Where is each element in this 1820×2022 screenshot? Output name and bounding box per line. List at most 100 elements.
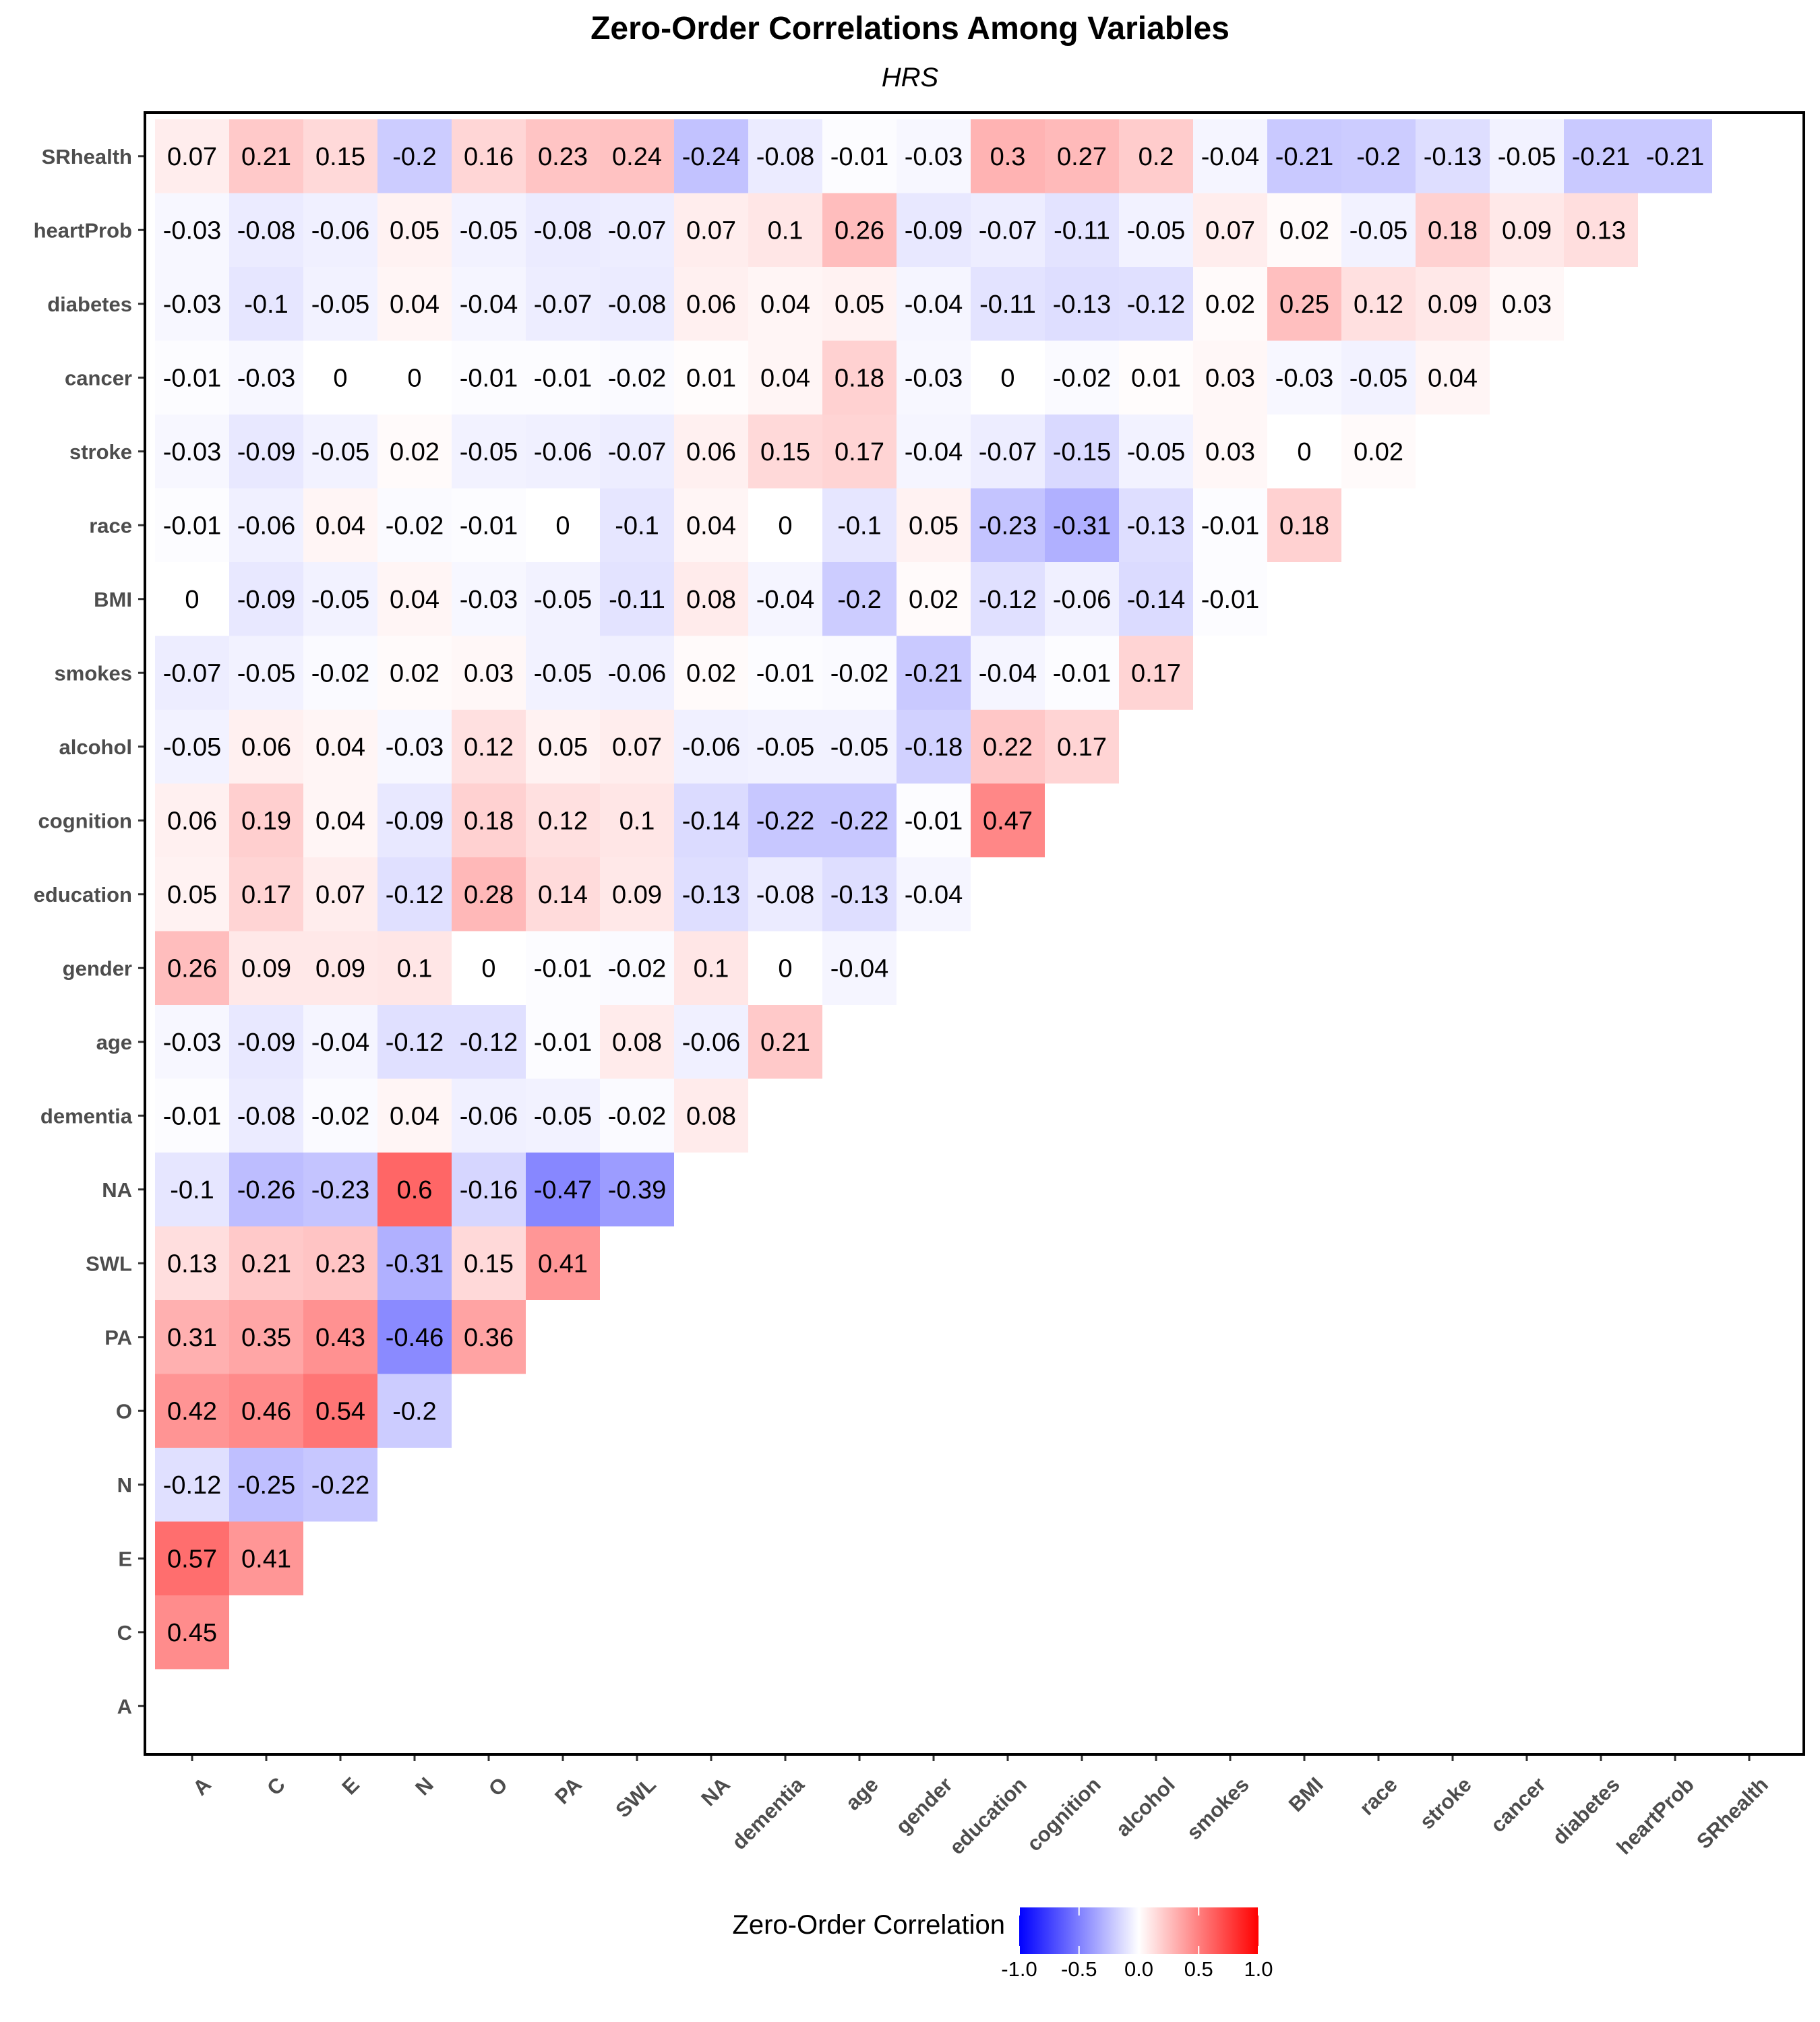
heatmap-cell-heartProb-education (971, 193, 1045, 267)
heatmap-cell-heartProb-NA (674, 193, 748, 267)
heatmap-cell-gender-N (377, 931, 452, 1005)
heatmap-cell-cognition-O (452, 783, 526, 857)
y-tick-label-race: race (89, 514, 132, 537)
heatmap-cell-cancer-SWL (600, 340, 674, 415)
y-tick-label-N: N (117, 1473, 132, 1497)
cell-value-label: -0.01 (1201, 586, 1260, 614)
cell-value-label: 0.03 (1205, 438, 1255, 466)
cell-value-label: -0.08 (608, 290, 667, 319)
cell-value-label: 0.26 (167, 954, 217, 983)
cell-value-label: 0.04 (390, 290, 439, 319)
cell-value-label: 0.23 (538, 143, 588, 171)
y-tick-label-O: O (116, 1399, 132, 1423)
cell-value-label: 0.04 (315, 512, 365, 540)
heatmap-cell-stroke-BMI (1267, 415, 1341, 489)
heatmap-cell-smokes-PA (526, 636, 600, 710)
cell-value-label: -0.03 (163, 290, 222, 319)
heatmap-cell-SRhealth-E (303, 119, 377, 193)
heatmap-cell-race-C (229, 488, 303, 562)
heatmap-cell-heartProb-stroke (1416, 193, 1490, 267)
heatmap-cell-PA-E (303, 1300, 377, 1374)
heatmap-cell-heartProb-cancer (1490, 193, 1564, 267)
x-tick-label-NA: NA (696, 1773, 734, 1810)
cell-value-label: -0.12 (460, 1029, 518, 1057)
heatmap-cell-alcohol-age (822, 710, 897, 784)
cell-value-label: -0.26 (237, 1176, 296, 1204)
cell-value-label: 0.07 (315, 881, 365, 909)
cell-value-label: 0.1 (768, 216, 803, 245)
cell-value-label: -0.31 (386, 1250, 444, 1278)
cell-value-label: -0.01 (163, 1102, 222, 1130)
cell-value-label: 0.21 (241, 1250, 291, 1278)
cell-value-label: 0.08 (686, 586, 736, 614)
heatmap-cell-smokes-dementia (748, 636, 822, 710)
heatmap-cell-PA-N (377, 1300, 452, 1374)
heatmap-cell-cancer-education (971, 340, 1045, 415)
cell-value-label: -0.05 (311, 290, 370, 319)
heatmap-cell-N-C (229, 1448, 303, 1522)
y-tick-label-education: education (34, 883, 132, 907)
cell-value-label: -0.01 (534, 1029, 593, 1057)
cell-value-label: 0.17 (835, 438, 884, 466)
cell-value-label: 0.15 (760, 438, 810, 466)
cell-value-label: -0.03 (905, 364, 963, 392)
heatmap-cell-O-C (229, 1374, 303, 1448)
heatmap-cell-SRhealth-gender (897, 119, 971, 193)
cell-value-label: 0.13 (1576, 216, 1626, 245)
heatmap-cell-SRhealth-A (155, 119, 229, 193)
cell-value-label: -0.06 (608, 659, 667, 687)
cell-value-label: -0.08 (756, 143, 815, 171)
heatmap-cell-race-smokes (1193, 488, 1267, 562)
cell-value-label: 0.08 (612, 1029, 662, 1057)
cell-value-label: -0.21 (1646, 143, 1705, 171)
cell-value-label: 0 (555, 512, 570, 540)
heatmap-cell-heartProb-O (452, 193, 526, 267)
heatmap-cell-cancer-alcohol (1119, 340, 1193, 415)
cell-value-label: -0.01 (534, 364, 593, 392)
heatmap-cell-stroke-O (452, 415, 526, 489)
cell-value-label: -0.05 (1349, 364, 1408, 392)
cell-value-label: 0.12 (538, 807, 588, 835)
y-tick-label-heartProb: heartProb (34, 218, 132, 242)
y-tick-label-SRhealth: SRhealth (42, 145, 132, 168)
cell-value-label: -0.18 (905, 733, 963, 762)
heatmap-cell-NA-SWL (600, 1153, 674, 1227)
cell-value-label: 0.46 (241, 1397, 291, 1426)
heatmap-cell-PA-O (452, 1300, 526, 1374)
cell-value-label: 0.15 (464, 1250, 514, 1278)
cell-value-label: -0.2 (1356, 143, 1400, 171)
heatmap-cell-heartProb-diabetes (1564, 193, 1638, 267)
cell-value-label: 0.02 (686, 659, 736, 687)
heatmap-cell-smokes-SWL (600, 636, 674, 710)
heatmap-cell-gender-NA (674, 931, 748, 1005)
heatmap-cell-gender-E (303, 931, 377, 1005)
heatmap-cell-education-NA (674, 857, 748, 931)
heatmap-cell-heartProb-race (1341, 193, 1416, 267)
heatmap-cell-O-N (377, 1374, 452, 1448)
y-tick-label-NA: NA (102, 1178, 132, 1202)
heatmap-cell-dementia-A (155, 1078, 229, 1153)
cell-value-label: 0.02 (390, 659, 439, 687)
cell-value-label: -0.11 (979, 290, 1036, 319)
heatmap-cell-dementia-NA (674, 1078, 748, 1153)
heatmap-cell-PA-A (155, 1300, 229, 1374)
heatmap-cell-SWL-O (452, 1226, 526, 1300)
x-tick-label-smokes: smokes (1182, 1773, 1253, 1844)
cell-value-label: -0.02 (311, 1102, 370, 1130)
heatmap-cell-SRhealth-O (452, 119, 526, 193)
cell-value-label: -0.04 (905, 438, 963, 466)
heatmap-cell-heartProb-PA (526, 193, 600, 267)
cell-value-label: -0.03 (163, 216, 222, 245)
heatmap-cell-age-A (155, 1005, 229, 1079)
heatmap-cell-stroke-PA (526, 415, 600, 489)
cell-value-label: -0.08 (237, 1102, 296, 1130)
cell-value-label: 0 (778, 512, 792, 540)
heatmap-cell-education-PA (526, 857, 600, 931)
y-axis-ticks: A C E N O PA SWL NA dementia age gender education co… (34, 145, 145, 1718)
heatmap-cell-cancer-age (822, 340, 897, 415)
y-tick-label-dementia: dementia (40, 1104, 133, 1128)
cell-value-label: -0.04 (311, 1029, 370, 1057)
cell-value-label: -0.02 (386, 512, 444, 540)
cell-value-label: 0.25 (1279, 290, 1329, 319)
heatmap-cell-smokes-C (229, 636, 303, 710)
